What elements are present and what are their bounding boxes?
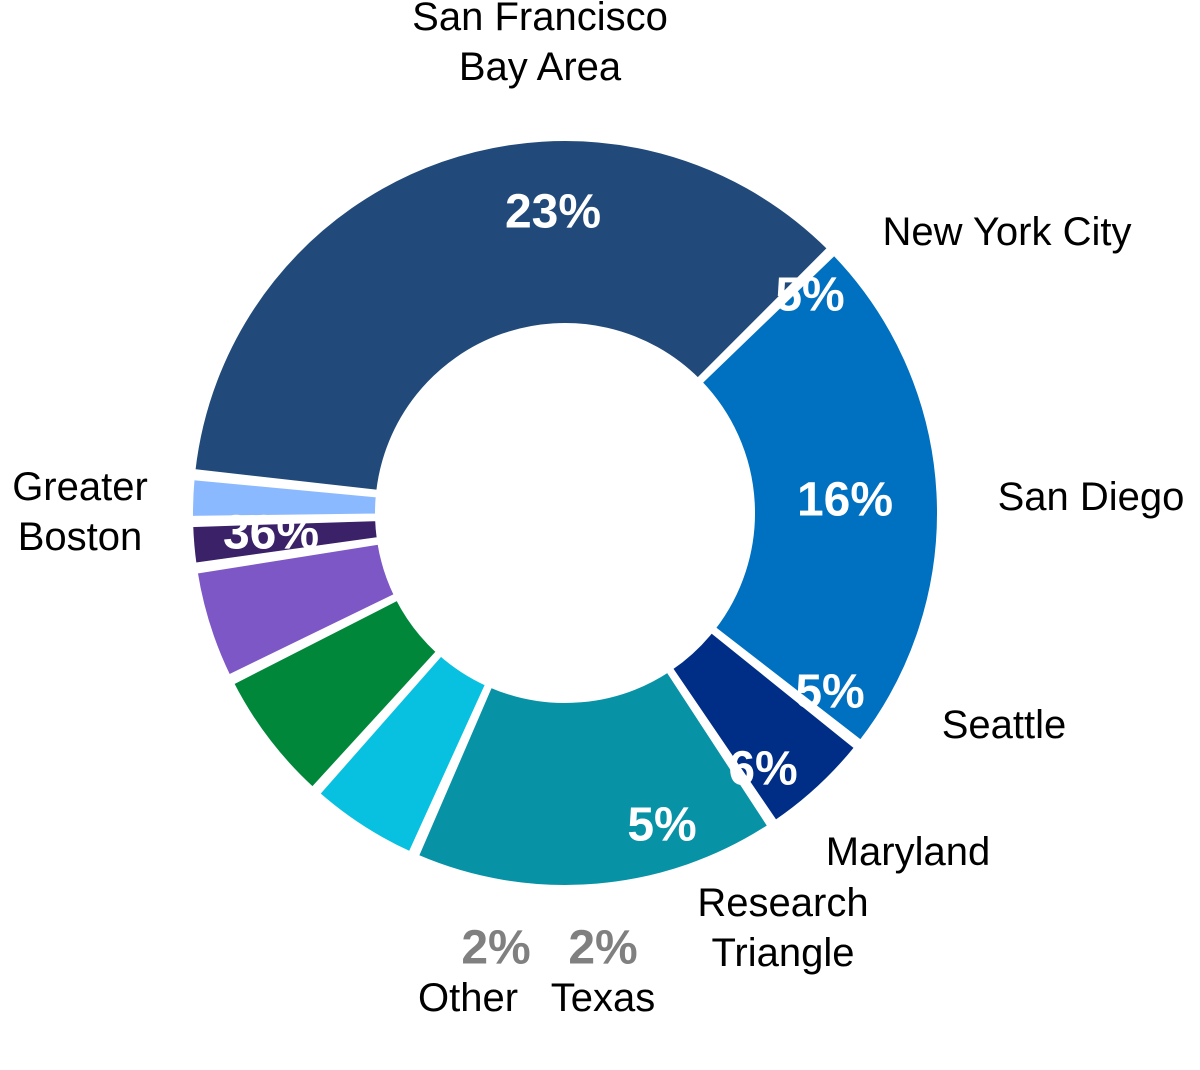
value-label-san-francisco-bay-area: 23%: [505, 186, 601, 239]
category-label-line: Seattle: [942, 703, 1067, 747]
donut-slices: [189, 137, 941, 889]
value-label-maryland: 6%: [728, 743, 797, 796]
slice-other: [189, 475, 380, 520]
category-label-maryland: Maryland: [826, 830, 991, 874]
slice-san-diego: [414, 667, 773, 889]
value-label-new-york-city: 5%: [775, 269, 844, 322]
category-label-line: Maryland: [826, 830, 991, 874]
value-label-san-diego: 16%: [797, 474, 893, 527]
category-label-line: New York City: [883, 210, 1132, 254]
category-label-san-francisco-bay-area: San Francisco Bay Area: [412, 0, 668, 89]
category-label-greater-boston: Greater Boston: [12, 465, 148, 559]
donut-labels: 23% San Francisco Bay Area 5% New York City 1…: [12, 0, 1184, 1020]
category-label-line: Triangle: [711, 931, 854, 975]
category-label-line: Other: [418, 976, 518, 1020]
slice-seattle: [315, 651, 490, 857]
category-label-line: Research: [697, 881, 868, 925]
category-label-seattle: Seattle: [942, 703, 1067, 747]
category-label-line: Greater: [12, 465, 148, 509]
value-label-other: 2%: [461, 922, 530, 975]
slice-new-york-city: [668, 628, 860, 825]
category-label-line: San Francisco: [412, 0, 668, 39]
slice-texas: [189, 517, 382, 567]
category-label-other: Other: [418, 976, 518, 1020]
category-label-texas: Texas: [551, 976, 656, 1020]
category-label-line: San Diego: [998, 475, 1185, 519]
slice-greater-boston: [191, 137, 833, 495]
slice-maryland: [229, 595, 441, 792]
value-label-greater-boston: 36%: [223, 507, 319, 560]
value-label-research-triangle: 5%: [627, 799, 696, 852]
value-label-texas: 2%: [568, 922, 637, 975]
category-label-line: Texas: [551, 976, 656, 1020]
category-label-san-diego: San Diego: [998, 475, 1185, 519]
slice-research-triangle: [193, 540, 399, 680]
category-label-new-york-city: New York City: [883, 210, 1132, 254]
value-label-seattle: 5%: [795, 666, 864, 719]
category-label-line: Boston: [18, 515, 143, 559]
category-label-research-triangle: Research Triangle: [697, 881, 868, 975]
category-label-line: Bay Area: [459, 45, 622, 89]
slice-san-francisco-bay-area: [697, 250, 941, 745]
